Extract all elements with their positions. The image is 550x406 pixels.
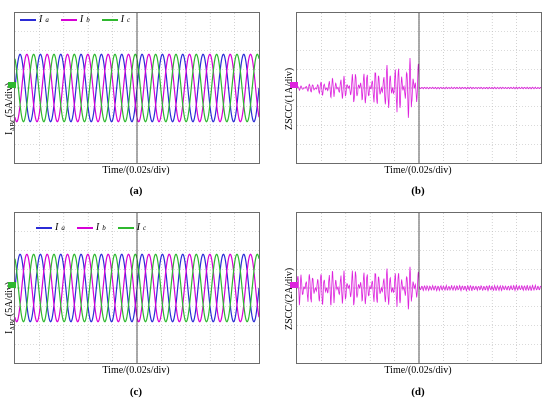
waveform-svg-a — [15, 13, 259, 163]
waveform-svg-c — [15, 213, 259, 363]
caption-a: (a) — [129, 185, 143, 197]
caption-b: (b) — [411, 185, 425, 197]
waveform-svg-b — [297, 13, 541, 163]
ground-marker-c — [8, 282, 16, 288]
ground-marker-a — [8, 82, 16, 88]
oscilloscope-plot-d — [296, 212, 542, 364]
x-axis-label-c: Time/(0.02s/div) — [102, 365, 170, 376]
caption-c: (c) — [129, 386, 143, 398]
oscilloscope-plot-a — [14, 12, 260, 164]
x-axis-label-a: Time/(0.02s/div) — [102, 165, 170, 176]
ground-marker-d — [290, 282, 298, 288]
caption-d: (d) — [411, 386, 425, 398]
ground-marker-b — [290, 82, 298, 88]
y-axis-label-d: ZSCC/(2A/div) — [284, 267, 295, 330]
oscilloscope-plot-c — [14, 212, 260, 364]
x-axis-label-d: Time/(0.02s/div) — [384, 365, 452, 376]
oscilloscope-plot-b — [296, 12, 542, 164]
waveform-svg-d — [297, 213, 541, 363]
y-axis-label-b: ZSCC/(1A/div) — [284, 67, 295, 130]
x-axis-label-b: Time/(0.02s/div) — [384, 165, 452, 176]
